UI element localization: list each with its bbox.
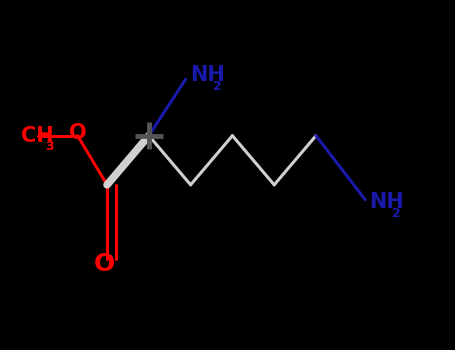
Text: O: O <box>94 252 115 276</box>
Text: CH: CH <box>21 126 54 146</box>
Text: 3: 3 <box>45 140 53 153</box>
Text: NH: NH <box>190 65 224 85</box>
Text: 2: 2 <box>392 207 401 220</box>
Text: NH: NH <box>369 192 404 212</box>
Text: O: O <box>69 123 86 143</box>
Text: 2: 2 <box>213 80 222 93</box>
